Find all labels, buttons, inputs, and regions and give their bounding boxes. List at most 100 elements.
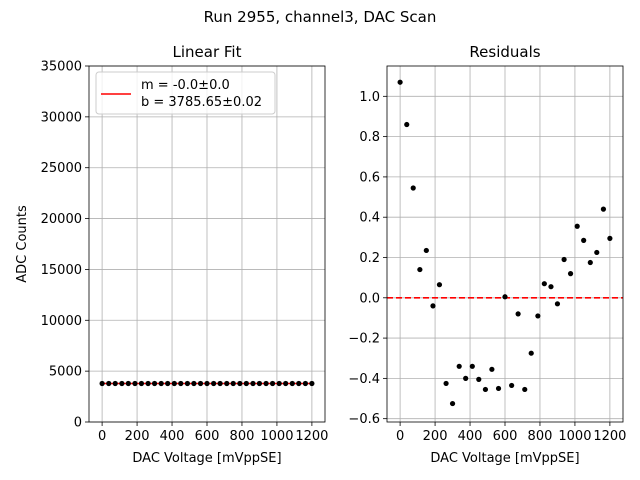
residuals-data-point — [528, 350, 534, 356]
linear-fit-y-tick-label: 20000 — [41, 212, 82, 227]
linear-fit-panel: Linear Fit 0 200 400 600 800 1000 1200 0 5000 10… — [15, 43, 328, 466]
residuals-data-point — [476, 376, 482, 382]
linear-fit-data-point — [165, 380, 171, 387]
legend-label-m: m = -0.0±0.0 — [141, 78, 230, 93]
residuals-data-point — [436, 282, 443, 288]
residuals-data-point — [443, 380, 449, 387]
linear-fit-data-point — [289, 380, 295, 387]
residuals-data-point — [535, 313, 541, 319]
linear-fit-x-label: DAC Voltage [mVppSE] — [132, 451, 281, 466]
linear-fit-data-point — [158, 380, 164, 387]
linear-fit-data-point — [250, 380, 256, 387]
linear-fit-y-tick-label: 15000 — [41, 263, 82, 278]
linear-fit-data-point — [99, 380, 105, 387]
residuals-data-point — [607, 235, 613, 241]
linear-fit-data-point — [204, 380, 210, 387]
residuals-y-tick-label: 0.2 — [359, 251, 380, 266]
residuals-data-point — [554, 301, 561, 307]
linear-fit-x-tick-label: 400 — [160, 429, 185, 444]
residuals-x-tick-label: 0 — [396, 429, 404, 444]
linear-fit-x-tick-label: 800 — [230, 429, 255, 444]
linear-fit-data-point — [302, 380, 309, 387]
linear-fit-data-point — [224, 380, 230, 387]
residuals-data-point — [567, 271, 574, 277]
linear-fit-data-point — [243, 380, 249, 387]
linear-fit-data-point — [171, 380, 177, 387]
linear-fit-data-point — [132, 380, 138, 387]
residuals-y-tick-label: 0.8 — [359, 130, 380, 145]
linear-fit-x-tick-label: 1000 — [260, 429, 293, 444]
residuals-y-tick-label: −0.6 — [348, 412, 380, 427]
residuals-data-point — [410, 185, 416, 191]
linear-fit-data-point — [119, 380, 125, 387]
linear-fit-data-point — [197, 380, 204, 387]
residuals-panel: Residuals 0 200 400 600 800 1000 1200 −0.6 −0.4… — [348, 43, 626, 466]
linear-fit-data-point — [151, 380, 158, 387]
linear-fit-data-point — [309, 380, 315, 387]
residuals-x-tick-label: 800 — [528, 429, 553, 444]
linear-fit-data-point — [184, 380, 191, 387]
linear-fit-data-point — [269, 380, 276, 387]
linear-fit-data-point — [145, 380, 151, 387]
residuals-data-point — [522, 386, 528, 393]
linear-fit-x-tick-label: 0 — [98, 429, 106, 444]
residuals-data-point — [561, 256, 567, 263]
linear-fit-x-tick-label: 600 — [195, 429, 220, 444]
linear-fit-y-tick-label: 30000 — [41, 110, 82, 125]
residuals-x-ticks: 0 200 400 600 800 1000 1200 — [396, 422, 626, 444]
residuals-data-point — [404, 121, 410, 128]
linear-fit-grid — [89, 65, 325, 423]
residuals-data-point — [430, 303, 436, 309]
linear-fit-data-point — [296, 380, 302, 387]
residuals-data-point — [489, 366, 495, 372]
residuals-data-point — [548, 284, 554, 290]
residuals-title: Residuals — [469, 43, 540, 61]
residuals-x-tick-label: 1200 — [593, 429, 626, 444]
residuals-y-tick-label: 0.6 — [359, 170, 380, 185]
linear-fit-y-ticks: 0 5000 10000 15000 20000 25000 30000 35000 — [41, 60, 89, 431]
residuals-data-point — [495, 385, 502, 392]
residuals-data-point — [509, 382, 515, 389]
residuals-data-point — [600, 206, 607, 212]
residuals-data-point — [574, 223, 580, 229]
legend-box — [95, 71, 276, 115]
linear-fit-x-ticks: 0 200 400 600 800 1000 1200 — [98, 422, 328, 444]
residuals-data-point — [502, 294, 508, 300]
linear-fit-data-point — [178, 380, 184, 387]
residuals-y-tick-label: 1.0 — [359, 90, 380, 105]
linear-fit-data-point — [112, 380, 118, 387]
linear-fit-data-point — [106, 380, 112, 387]
residuals-data-point — [515, 311, 521, 317]
residuals-data-point — [456, 363, 462, 369]
residuals-x-tick-label: 600 — [493, 429, 518, 444]
linear-fit-y-tick-label: 35000 — [41, 60, 82, 75]
residuals-data-point — [397, 79, 403, 85]
residuals-data-point — [482, 386, 489, 393]
residuals-y-tick-label: 0.4 — [359, 211, 380, 226]
residuals-points — [397, 79, 613, 407]
residuals-y-tick-label: −0.2 — [348, 332, 380, 347]
linear-fit-points — [99, 380, 315, 387]
residuals-data-point — [417, 266, 423, 273]
residuals-data-point — [449, 400, 456, 407]
linear-fit-y-tick-label: 5000 — [49, 365, 82, 380]
linear-fit-data-point — [276, 380, 282, 387]
residuals-y-tick-label: 0.0 — [359, 291, 380, 306]
linear-fit-data-point — [191, 380, 197, 387]
linear-fit-y-tick-label: 0 — [74, 416, 82, 431]
linear-fit-data-point — [138, 380, 145, 387]
linear-fit-data-point — [263, 380, 269, 387]
residuals-data-point — [594, 249, 600, 256]
linear-fit-title: Linear Fit — [173, 43, 242, 61]
residuals-data-point — [541, 281, 547, 287]
linear-fit-data-point — [256, 380, 263, 387]
residuals-y-tick-label: −0.4 — [348, 372, 380, 387]
linear-fit-y-tick-label: 10000 — [41, 314, 82, 329]
residuals-y-ticks: −0.6 −0.4 −0.2 0.0 0.2 0.4 0.6 0.8 1.0 — [348, 90, 387, 427]
linear-fit-legend: m = -0.0±0.0 b = 3785.65±0.02 — [95, 71, 276, 115]
linear-fit-data-point — [283, 380, 289, 387]
residuals-x-tick-label: 400 — [458, 429, 483, 444]
linear-fit-data-point — [230, 380, 236, 387]
linear-fit-data-point — [217, 380, 223, 387]
